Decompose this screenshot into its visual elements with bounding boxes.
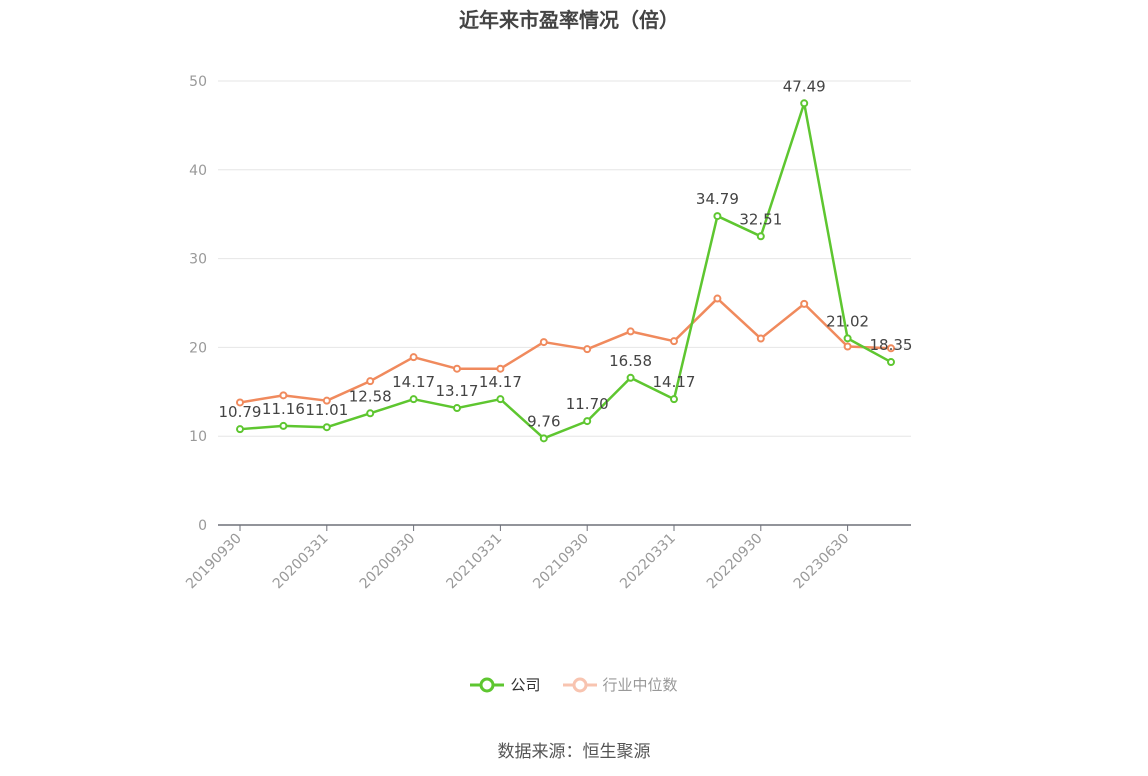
y-tick-label: 10 bbox=[189, 429, 207, 445]
x-tick-label: 20200331 bbox=[270, 531, 332, 593]
data-label: 14.17 bbox=[392, 373, 435, 391]
data-label: 11.70 bbox=[566, 395, 609, 413]
legend-industry-icon bbox=[562, 677, 597, 692]
data-label: 9.76 bbox=[527, 412, 560, 430]
data-point bbox=[366, 409, 375, 418]
data-label: 34.79 bbox=[696, 190, 739, 208]
data-point bbox=[887, 344, 895, 353]
data-point bbox=[626, 373, 635, 382]
data-point bbox=[843, 334, 852, 343]
data-label: 32.51 bbox=[739, 210, 782, 228]
data-point bbox=[670, 395, 678, 404]
x-tick-label: 20190930 bbox=[183, 531, 245, 593]
data-point bbox=[583, 417, 592, 426]
grid-lines bbox=[218, 80, 911, 437]
data-label: 12.58 bbox=[349, 387, 392, 405]
data-point bbox=[496, 364, 505, 373]
x-tick-label: 20220930 bbox=[704, 531, 766, 593]
y-tick-label: 20 bbox=[189, 340, 207, 356]
y-tick-label: 0 bbox=[198, 518, 207, 534]
data-label: 11.16 bbox=[262, 400, 305, 418]
data-point bbox=[409, 395, 418, 404]
data-point bbox=[236, 398, 244, 407]
data-point bbox=[322, 396, 331, 405]
data-point bbox=[756, 334, 765, 343]
legend-company-icon bbox=[470, 677, 505, 692]
data-point bbox=[756, 232, 765, 241]
data-point bbox=[583, 345, 592, 354]
data-point bbox=[887, 358, 895, 367]
data-point bbox=[236, 425, 244, 434]
data-point bbox=[453, 364, 461, 373]
legend-item-industry[interactable]: 行业中位数 bbox=[562, 674, 678, 695]
series-lines bbox=[236, 99, 895, 443]
x-tick-label: 20210331 bbox=[444, 531, 506, 593]
data-label: 16.58 bbox=[609, 352, 652, 370]
source-note: 数据来源：恒生聚源 bbox=[497, 742, 651, 762]
x-tick-label: 20200930 bbox=[357, 531, 419, 593]
legend-item-company[interactable]: 公司 bbox=[470, 674, 541, 695]
data-label: 11.01 bbox=[305, 401, 348, 419]
legend-company-label: 公司 bbox=[510, 676, 541, 694]
data-label: 13.17 bbox=[436, 382, 479, 400]
data-point bbox=[409, 353, 418, 362]
data-point bbox=[496, 395, 505, 404]
data-point bbox=[843, 342, 852, 351]
data-point bbox=[713, 212, 722, 221]
axes: 0 10 20 30 40 50 20190930 20200331 20200930 20210… bbox=[183, 74, 911, 592]
chart-title: 近年来市盈率情况（倍） bbox=[459, 8, 679, 32]
data-label: 21.02 bbox=[826, 312, 869, 330]
data-label: 14.17 bbox=[653, 373, 696, 391]
data-label: 10.79 bbox=[219, 403, 262, 421]
series-line bbox=[239, 102, 892, 440]
data-point bbox=[713, 294, 722, 303]
x-tick-label: 20220331 bbox=[617, 531, 679, 593]
data-label: 18.35 bbox=[870, 336, 913, 354]
y-tick-label: 40 bbox=[189, 163, 207, 179]
data-point bbox=[322, 423, 331, 432]
data-point bbox=[626, 327, 635, 336]
data-point bbox=[670, 337, 678, 346]
data-label: 47.49 bbox=[783, 77, 826, 95]
x-tick-label: 20210930 bbox=[530, 531, 592, 593]
data-point bbox=[279, 391, 288, 400]
data-point bbox=[366, 377, 375, 386]
series-line bbox=[239, 297, 892, 404]
data-point bbox=[453, 404, 461, 413]
data-point bbox=[539, 338, 548, 347]
data-point bbox=[800, 99, 809, 108]
legend: 公司 行业中位数 bbox=[0, 674, 1148, 695]
legend-industry-label: 行业中位数 bbox=[602, 676, 678, 694]
data-point bbox=[279, 421, 288, 430]
y-tick-label: 50 bbox=[189, 74, 207, 90]
y-tick-label: 30 bbox=[189, 252, 207, 268]
data-label: 14.17 bbox=[479, 373, 522, 391]
data-point bbox=[800, 299, 809, 308]
data-point bbox=[539, 434, 548, 443]
x-tick-label: 20230630 bbox=[791, 531, 853, 593]
